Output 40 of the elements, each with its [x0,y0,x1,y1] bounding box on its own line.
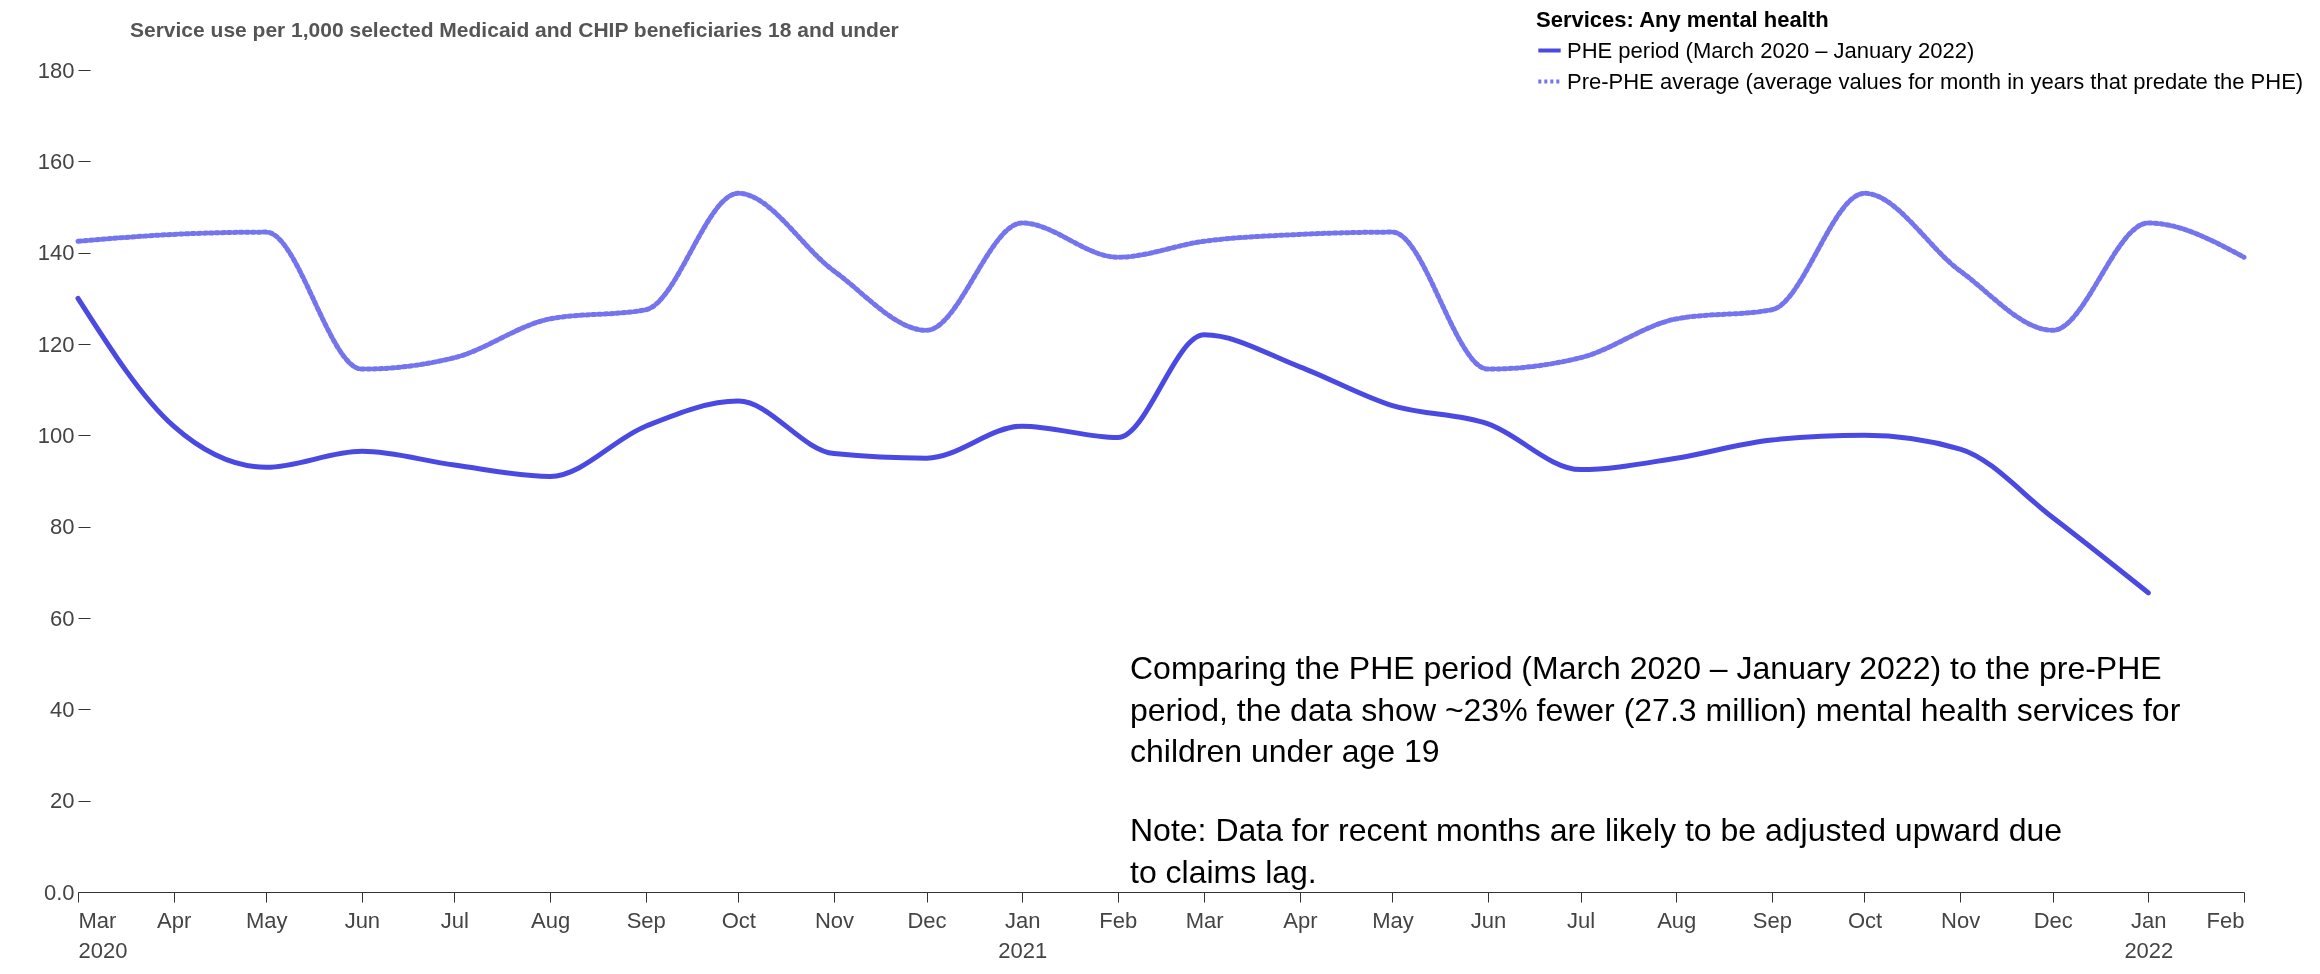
y-tick-label: 40 [50,696,75,722]
annotation: Comparing the PHE period (March 2020 – January 2022) to the pre-PHE period, the data show ~23% fewer (27.3 million) mental health services for children under age 19 [1130,649,2182,772]
x-tick-label: May [245,907,288,933]
x-tick-label: Jun [344,907,381,933]
x-tick-label: May [1372,907,1414,933]
y-tick-label: 20 [50,788,75,814]
x-tick-label: Aug [531,907,571,933]
x-tick-label: Jul [1567,907,1596,933]
y-tick-label: 60 [50,605,75,631]
x-tick-label: Dec [907,907,947,933]
annotation: Note: Data for recent months are likely to be adjusted upward due to claims lag. [1130,811,2064,892]
x-tick-label: Feb [1099,907,1138,933]
legend-title: Services: Any mental health [1536,7,1829,32]
x-tick-label: Aug [1657,907,1697,933]
x-tick-label: Nov [1941,907,1981,933]
y-tick-label: 0.0 [43,879,75,905]
x-tick-label: Apr [1283,907,1318,933]
x-tick-label: Jun [1470,907,1507,933]
x-tick-label: Sep [626,907,666,933]
y-tick-label: 120 [37,331,75,357]
x-tick-label: Mar [1185,907,1224,933]
x-tick-label: Sep [1752,907,1792,933]
x-tick-label: Mar 2020 [78,907,128,963]
x-tick-label: Dec [2033,907,2073,933]
x-tick-label: Jan 2022 [2124,907,2174,963]
x-tick-label: Jan 2021 [998,907,1048,963]
x-tick-label: Jul [440,907,469,933]
legend-label: Pre-PHE average (average values for month in years that predate the PHE) [1567,68,2304,94]
y-tick-label: 140 [37,240,75,266]
x-tick-label: Apr [157,907,192,933]
y-tick-label: 80 [50,514,75,540]
legend-label: PHE period (March 2020 – January 2022) [1567,37,1975,63]
x-tick-label: Oct [1847,907,1883,933]
x-tick-label: Feb [2206,907,2245,933]
y-tick-label: 160 [37,148,75,174]
chart-title: Service use per 1,000 selected Medicaid and CHIP beneficiaries 18 and under [130,18,899,42]
y-tick-label: 180 [37,57,75,83]
y-tick-label: 100 [37,422,75,448]
x-tick-label: Nov [814,907,854,933]
x-tick-label: Oct [721,907,756,933]
